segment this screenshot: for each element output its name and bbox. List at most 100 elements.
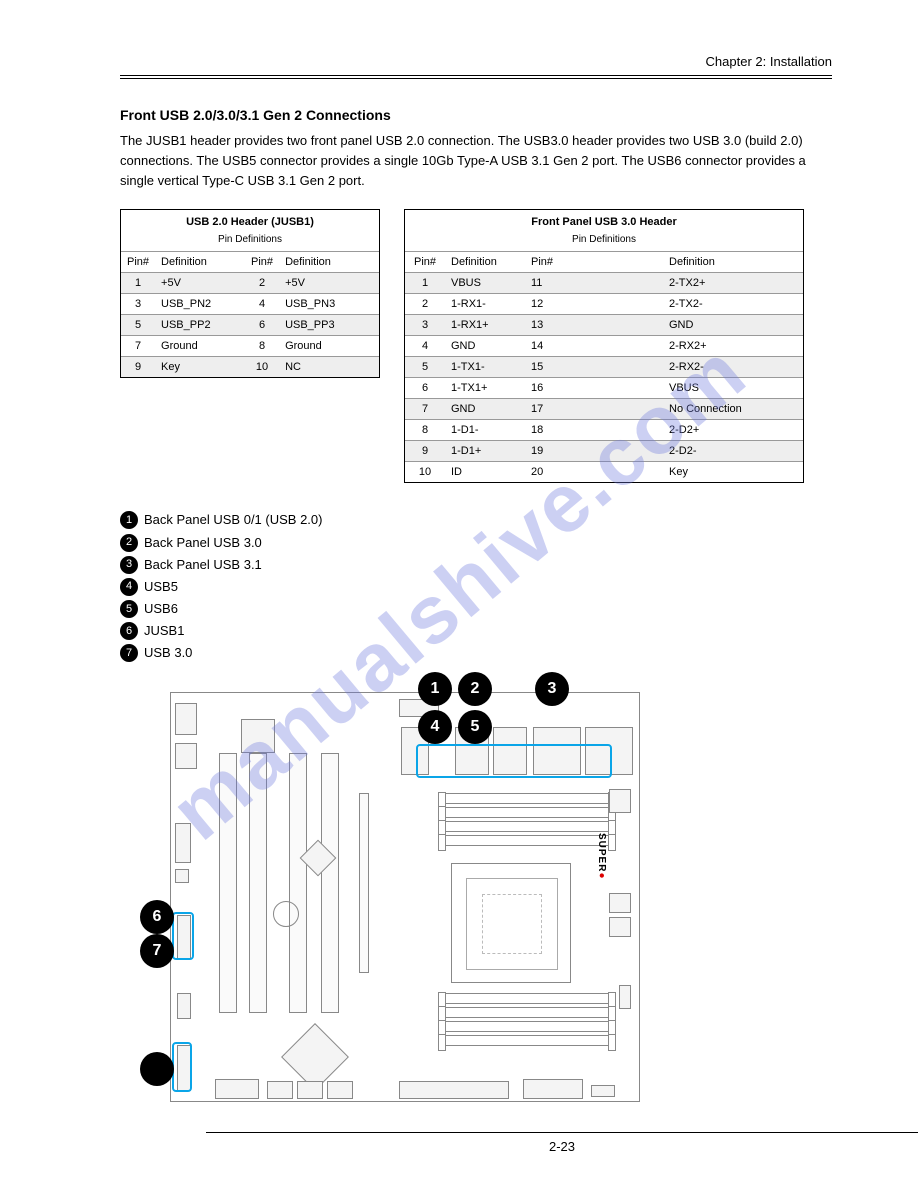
highlight-jusb1-usb3: [172, 912, 194, 960]
legend-label: Back Panel USB 3.0: [144, 532, 262, 554]
table-cell: 2: [245, 273, 279, 294]
table-cell: Pin#: [245, 252, 279, 273]
table-row: 5USB_PP26USB_PP3: [121, 315, 379, 336]
table-cell: USB_PP2: [155, 315, 245, 336]
table-row: 7Ground8Ground: [121, 336, 379, 357]
table-cell: 5: [121, 315, 155, 336]
table-row: Pin#DefinitionPin#Definition: [405, 252, 803, 273]
table-cell: 2-TX2-: [663, 294, 803, 315]
table-cell: 1-D1-: [445, 420, 525, 441]
table-usb3-header: Front Panel USB 3.0 Header Pin Definitio…: [404, 209, 804, 483]
legend-item: 4USB5: [120, 576, 832, 598]
table-cell: 2-RX2+: [663, 336, 803, 357]
table-row: 31-RX1+13GND: [405, 315, 803, 336]
marker-7: 7: [140, 934, 174, 968]
table-cell: 7: [121, 336, 155, 357]
page-number: 2-23: [206, 1132, 918, 1154]
table-cell: 4: [245, 294, 279, 315]
table-cell: Definition: [155, 252, 245, 273]
table-cell: 9: [121, 357, 155, 378]
table-cell: 6: [245, 315, 279, 336]
table-cell: 13: [525, 315, 663, 336]
table-cell: Definition: [445, 252, 525, 273]
table2-body: Pin#DefinitionPin#Definition1VBUS112-TX2…: [405, 251, 803, 482]
motherboard-figure: 1 2 3 4 5 6 7: [140, 672, 660, 1122]
table-cell: 20: [525, 462, 663, 483]
legend-item: 2Back Panel USB 3.0: [120, 532, 832, 554]
table-cell: VBUS: [663, 378, 803, 399]
table-cell: 1-RX1+: [445, 315, 525, 336]
table-cell: Ground: [279, 336, 379, 357]
table-cell: No Connection: [663, 399, 803, 420]
table-cell: VBUS: [445, 273, 525, 294]
legend-item: 7USB 3.0: [120, 642, 832, 664]
table-cell: 1-TX1+: [445, 378, 525, 399]
table-cell: NC: [279, 357, 379, 378]
legend-marker: 3: [120, 556, 138, 574]
marker-2: 2: [458, 672, 492, 706]
table-cell: Key: [663, 462, 803, 483]
table-cell: 11: [525, 273, 663, 294]
legend-label: JUSB1: [144, 620, 184, 642]
highlight-front-header: [172, 1042, 192, 1092]
legend-marker: 6: [120, 622, 138, 640]
table1-body: Pin#DefinitionPin#Definition1+5V2+5V3USB…: [121, 251, 379, 377]
table-cell: 2-D2+: [663, 420, 803, 441]
table-row: 81-D1-182-D2+: [405, 420, 803, 441]
chapter-label: Chapter 2: Installation: [120, 54, 832, 69]
table-row: 21-RX1-122-TX2-: [405, 294, 803, 315]
marker-3: 3: [535, 672, 569, 706]
table-row: 4GND142-RX2+: [405, 336, 803, 357]
table-cell: Ground: [155, 336, 245, 357]
legend-label: Back Panel USB 0/1 (USB 2.0): [144, 509, 322, 531]
legend-item: 5 USB6: [120, 598, 832, 620]
marker-1: 1: [418, 672, 452, 706]
table-cell: USB_PN2: [155, 294, 245, 315]
table2-subtitle: Pin Definitions: [405, 234, 803, 251]
legend-marker: 4: [120, 578, 138, 596]
legend-marker: 5: [120, 600, 138, 618]
table-cell: 17: [525, 399, 663, 420]
marker-5: 5: [458, 710, 492, 744]
body-text: The JUSB1 header provides two front pane…: [120, 131, 832, 191]
table-row: 1VBUS112-TX2+: [405, 273, 803, 294]
supero-logo: SUPER●: [596, 833, 607, 880]
table-usb2-header: USB 2.0 Header (JUSB1) Pin Definitions P…: [120, 209, 380, 378]
table-cell: Definition: [663, 252, 803, 273]
table-cell: 1: [405, 273, 445, 294]
table-row: 3USB_PN24USB_PN3: [121, 294, 379, 315]
table-cell: 4: [405, 336, 445, 357]
table-cell: 9: [405, 441, 445, 462]
table-row: 1+5V2+5V: [121, 273, 379, 294]
top-rule: [120, 75, 832, 79]
marker-6: 6: [140, 900, 174, 934]
table-cell: 1-TX1-: [445, 357, 525, 378]
legend-label: USB 3.0: [144, 642, 192, 664]
table-cell: 10: [405, 462, 445, 483]
table-cell: 1-RX1-: [445, 294, 525, 315]
table-cell: 5: [405, 357, 445, 378]
table-cell: 6: [405, 378, 445, 399]
table1-title: USB 2.0 Header (JUSB1): [121, 210, 379, 234]
table-cell: Definition: [279, 252, 379, 273]
table-cell: 15: [525, 357, 663, 378]
table-cell: 2-TX2+: [663, 273, 803, 294]
table-row: 61-TX1+16VBUS: [405, 378, 803, 399]
table-cell: 7: [405, 399, 445, 420]
highlight-backpanel-usb: [416, 744, 612, 778]
marker-extra: [140, 1052, 174, 1086]
table-row: 7GND17No Connection: [405, 399, 803, 420]
table-cell: Key: [155, 357, 245, 378]
legend-label: USB6: [144, 598, 178, 620]
page: Chapter 2: Installation Front USB 2.0/3.…: [0, 0, 918, 1188]
table-cell: 12: [525, 294, 663, 315]
table-cell: 19: [525, 441, 663, 462]
legend-item: 6 JUSB1: [120, 620, 832, 642]
table-row: 9Key10NC: [121, 357, 379, 378]
table-cell: +5V: [155, 273, 245, 294]
table1-subtitle: Pin Definitions: [121, 234, 379, 251]
table-cell: 3: [121, 294, 155, 315]
table-row: 51-TX1-152-RX2-: [405, 357, 803, 378]
table2-title: Front Panel USB 3.0 Header: [405, 210, 803, 234]
table-row: 91-D1+192-D2-: [405, 441, 803, 462]
